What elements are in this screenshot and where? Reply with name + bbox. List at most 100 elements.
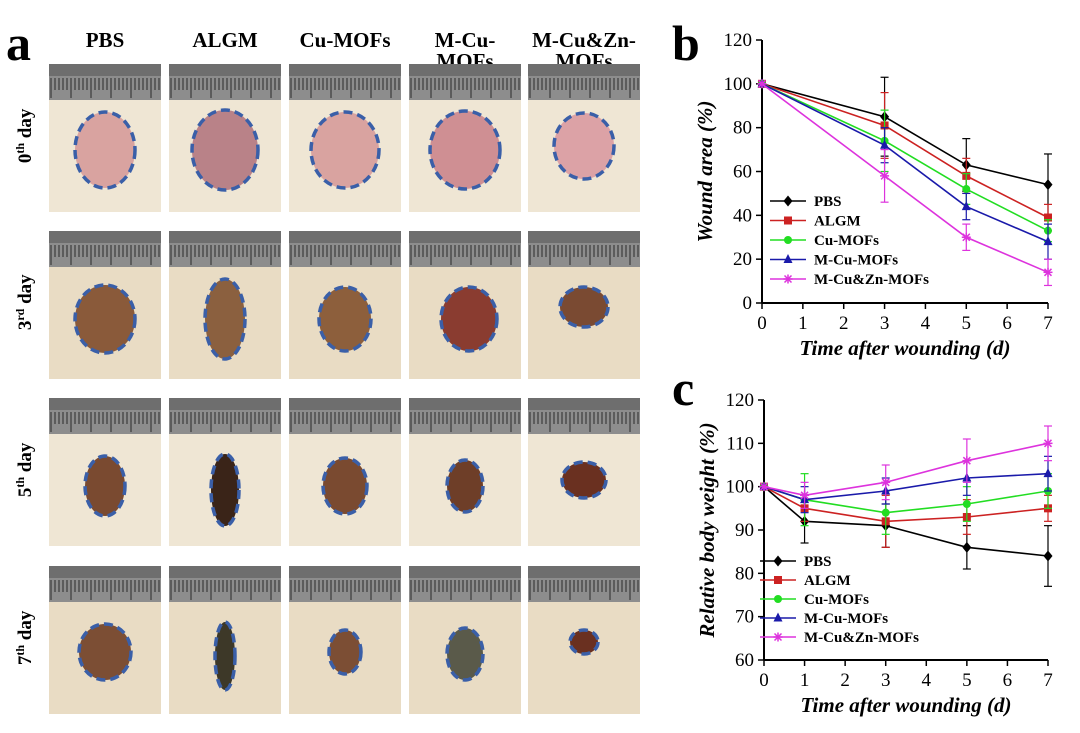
wound-outline xyxy=(77,622,133,682)
ruler-top xyxy=(169,566,281,578)
column-header-line: Cu-MOFs xyxy=(299,28,391,52)
legend-marker xyxy=(774,576,782,584)
column-header-2: Cu-MOFs xyxy=(289,30,401,51)
ruler-top xyxy=(528,64,640,76)
data-point xyxy=(962,185,971,194)
legend-marker xyxy=(774,595,782,603)
legend-label: M-Cu&Zn-MOFs xyxy=(804,630,919,646)
wound-photo xyxy=(289,566,401,714)
wound-area-chart: 0 20 40 60 80 100 120 0 1 2 3 4 5 6 7 Time after woundi… xyxy=(693,30,1053,360)
row-label-number: 7 xyxy=(15,655,37,666)
legend-label: M-Cu&Zn-MOFs xyxy=(814,272,929,288)
legend-marker xyxy=(773,632,783,642)
row-label-suffix: th xyxy=(12,142,27,154)
data-point xyxy=(962,541,972,553)
y-tick-label: 100 xyxy=(724,74,753,95)
column-header-line: PBS xyxy=(85,28,125,52)
panel-b-letter: b xyxy=(672,15,700,71)
wound-outline xyxy=(428,109,502,191)
wound-photo xyxy=(409,566,521,714)
wound-outline xyxy=(560,460,608,500)
wound-outline xyxy=(558,285,610,329)
y-tick-label: 90 xyxy=(735,520,754,541)
wound-outline xyxy=(73,283,137,355)
x-tick-label: 4 xyxy=(922,670,932,691)
x-tick-label: 1 xyxy=(798,313,808,334)
wound-outline xyxy=(445,458,485,514)
data-point xyxy=(800,491,809,500)
legend-label: Cu-MOFs xyxy=(814,233,879,249)
data-point xyxy=(1044,213,1052,222)
wound-outline xyxy=(439,285,499,353)
ruler-top xyxy=(169,398,281,410)
column-header-0: PBS xyxy=(49,30,161,51)
wound-photo xyxy=(49,64,161,212)
row-label-word: day xyxy=(15,442,37,477)
row-label-word: day xyxy=(15,274,37,309)
ruler-top xyxy=(49,398,161,410)
ruler-top xyxy=(289,64,401,76)
ruler-top xyxy=(409,231,521,243)
row-label-1: 3rd day xyxy=(13,274,37,331)
wound-outline xyxy=(552,111,616,181)
data-point xyxy=(881,508,890,517)
x-tick-label: 2 xyxy=(839,313,849,334)
data-point xyxy=(962,500,971,508)
wound-photo xyxy=(49,231,161,379)
data-point xyxy=(1043,268,1053,277)
y-tick-label: 0 xyxy=(743,293,753,314)
y-tick-label: 80 xyxy=(735,563,754,584)
y-tick-label: 60 xyxy=(735,650,754,671)
legend-label: PBS xyxy=(814,194,842,210)
panel-a-letter: a xyxy=(6,15,31,71)
row-label-word: day xyxy=(15,108,37,143)
data-point xyxy=(1043,236,1053,246)
data-point xyxy=(1043,550,1053,562)
legend-label: M-Cu-MOFs xyxy=(814,253,898,269)
wound-photo xyxy=(289,231,401,379)
y-axis-label: Relative body weight (%) xyxy=(695,422,719,638)
legend-label: PBS xyxy=(804,554,832,570)
x-tick-label: 6 xyxy=(1002,313,1012,334)
data-point xyxy=(757,79,767,88)
ruler-top xyxy=(49,64,161,76)
x-tick-label: 5 xyxy=(962,313,972,334)
ruler-top xyxy=(49,231,161,243)
series-line xyxy=(761,83,1049,219)
y-tick-label: 40 xyxy=(733,205,752,226)
wound-photo xyxy=(528,566,640,714)
wound-outline xyxy=(445,626,485,682)
data-point xyxy=(880,171,889,180)
ruler-top xyxy=(528,566,640,578)
x-tick-label: 7 xyxy=(1043,670,1053,691)
x-axis-label: Time after wounding (d) xyxy=(800,336,1011,360)
row-label-suffix: th xyxy=(12,476,27,488)
row-label-number: 3 xyxy=(15,320,37,331)
row-label-number: 0 xyxy=(15,153,37,164)
ruler-top xyxy=(289,231,401,243)
panel-c-letter: c xyxy=(672,360,695,416)
row-label-number: 5 xyxy=(15,487,37,498)
data-point xyxy=(880,139,890,149)
x-tick-label: 4 xyxy=(921,313,931,334)
ruler-top xyxy=(528,231,640,243)
wound-photo xyxy=(528,64,640,212)
wound-photo xyxy=(528,231,640,379)
series-line xyxy=(761,83,1049,232)
ruler-top xyxy=(289,566,401,578)
y-tick-label: 110 xyxy=(726,433,754,454)
x-tick-label: 3 xyxy=(881,670,891,691)
series-line xyxy=(761,83,1049,186)
legend-marker xyxy=(783,254,793,263)
ruler-top xyxy=(49,566,161,578)
wound-photo xyxy=(49,398,161,546)
body-weight-chart: 60 70 80 90 100 110 120 0 1 2 3 4 5 6 7 Time after woun… xyxy=(695,390,1053,717)
data-point xyxy=(961,201,971,211)
wound-outline xyxy=(321,456,369,516)
wound-outline xyxy=(213,620,237,692)
ruler-top xyxy=(528,398,640,410)
ruler-top xyxy=(169,231,281,243)
data-point xyxy=(759,482,769,491)
data-point xyxy=(881,478,890,487)
legend-marker xyxy=(773,612,783,622)
